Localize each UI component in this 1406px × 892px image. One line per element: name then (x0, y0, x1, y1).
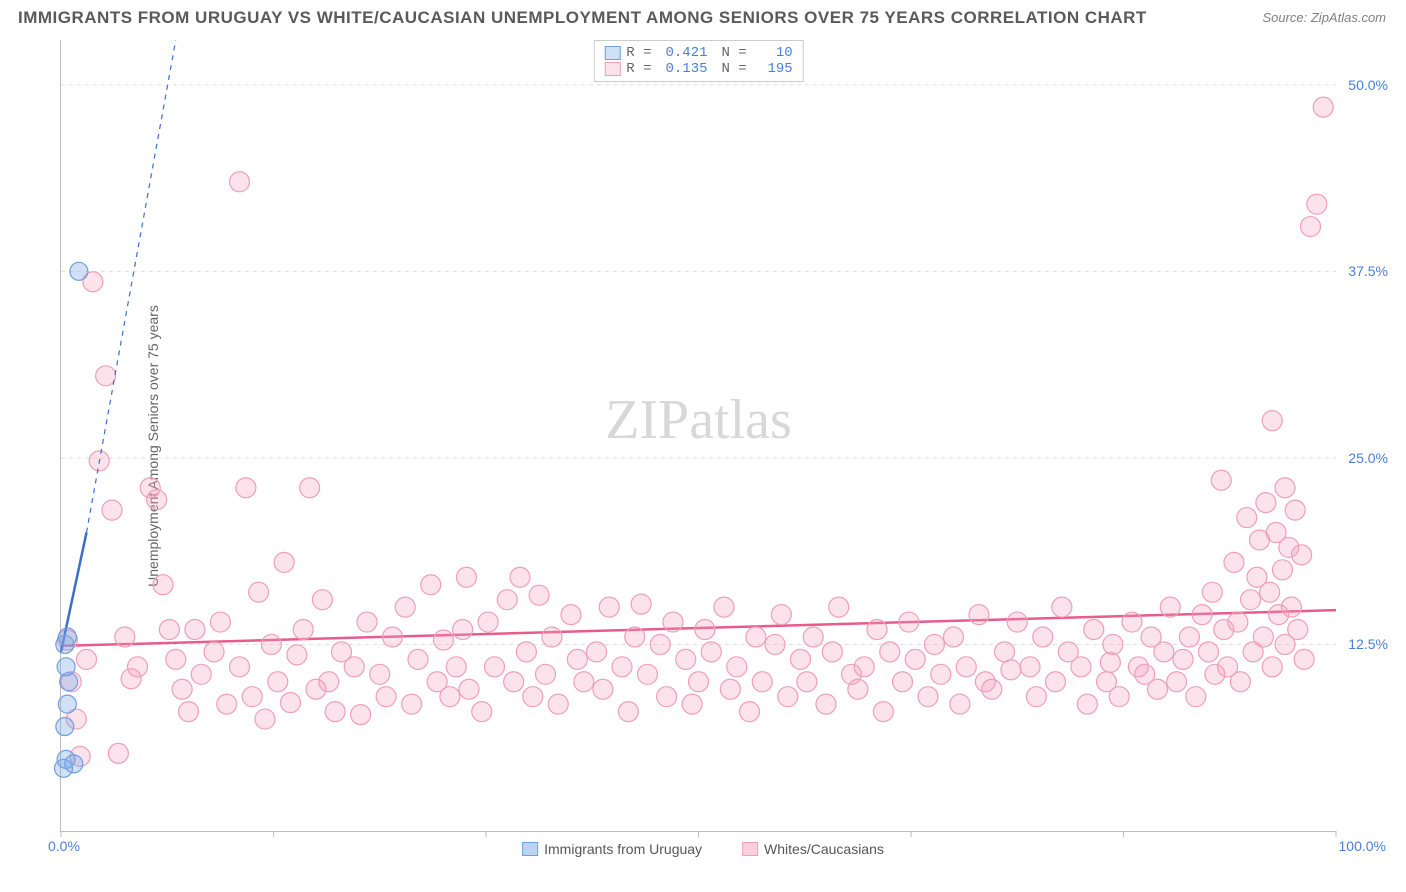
source-attribution: Source: ZipAtlas.com (1262, 10, 1386, 25)
r-label: R = (626, 45, 651, 61)
chart-container: IMMIGRANTS FROM URUGUAY VS WHITE/CAUCASI… (0, 0, 1406, 892)
legend-stats: R = 0.421 N = 10 R = 0.135 N = 195 (593, 40, 803, 82)
legend-stat-row: R = 0.135 N = 195 (604, 61, 792, 77)
y-tick-label: 25.0% (1348, 450, 1388, 466)
n-value: 195 (753, 61, 793, 77)
legend-series: Immigrants from Uruguay Whites/Caucasian… (522, 841, 884, 857)
legend-swatch (522, 842, 538, 856)
scatter-svg (61, 40, 1336, 831)
legend-series-label: Immigrants from Uruguay (544, 841, 702, 857)
x-min-label: 0.0% (48, 838, 80, 854)
n-value: 10 (753, 45, 793, 61)
legend-series-item: Whites/Caucasians (742, 841, 884, 857)
n-label: N = (722, 45, 747, 61)
legend-swatch (742, 842, 758, 856)
r-label: R = (626, 61, 651, 77)
n-label: N = (722, 61, 747, 77)
y-tick-label: 37.5% (1348, 263, 1388, 279)
legend-series-label: Whites/Caucasians (764, 841, 884, 857)
plot-area: ZIPatlas R = 0.421 N = 10 R = 0.135 N = … (60, 40, 1336, 832)
legend-swatch (604, 46, 620, 60)
r-value: 0.421 (658, 45, 708, 61)
chart-title: IMMIGRANTS FROM URUGUAY VS WHITE/CAUCASI… (18, 8, 1147, 28)
legend-stat-row: R = 0.421 N = 10 (604, 45, 792, 61)
r-value: 0.135 (658, 61, 708, 77)
legend-series-item: Immigrants from Uruguay (522, 841, 702, 857)
legend-swatch (604, 62, 620, 76)
y-tick-label: 12.5% (1348, 636, 1388, 652)
y-tick-label: 50.0% (1348, 77, 1388, 93)
x-max-label: 100.0% (1339, 838, 1386, 854)
